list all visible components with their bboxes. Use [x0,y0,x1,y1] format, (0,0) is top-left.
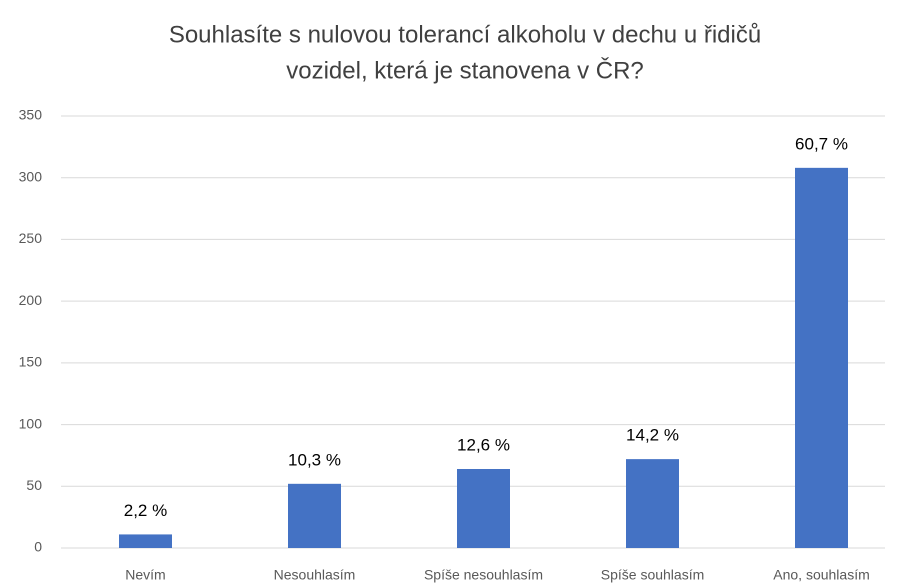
data-label: 2,2 % [124,501,167,520]
y-tick-label: 300 [19,168,43,184]
bar [795,167,848,548]
data-label: 60,7 % [795,134,848,153]
bar [288,483,341,548]
chart-title: vozidel, která je stanovena v ČR? [286,56,644,84]
y-tick-label: 100 [19,415,43,431]
y-tick-label: 250 [19,230,43,246]
data-label: 10,3 % [288,450,341,469]
x-tick-label: Nesouhlasím [274,567,356,583]
bar [626,459,679,548]
x-tick-label: Spíše nesouhlasím [424,567,543,583]
y-tick-label: 350 [19,107,43,123]
y-tick-label: 150 [19,354,43,370]
data-label: 14,2 % [626,426,679,445]
x-tick-label: Ano, souhlasím [773,567,870,583]
x-tick-label: Spíše souhlasím [601,567,705,583]
y-tick-label: 0 [34,539,42,555]
x-tick-label: Nevím [125,567,165,583]
data-label: 12,6 % [457,435,510,454]
bar [457,469,510,548]
y-tick-label: 50 [26,477,42,493]
y-tick-label: 200 [19,292,43,308]
bar [119,534,172,548]
chart-title: Souhlasíte s nulovou tolerancí alkoholu … [169,21,761,48]
